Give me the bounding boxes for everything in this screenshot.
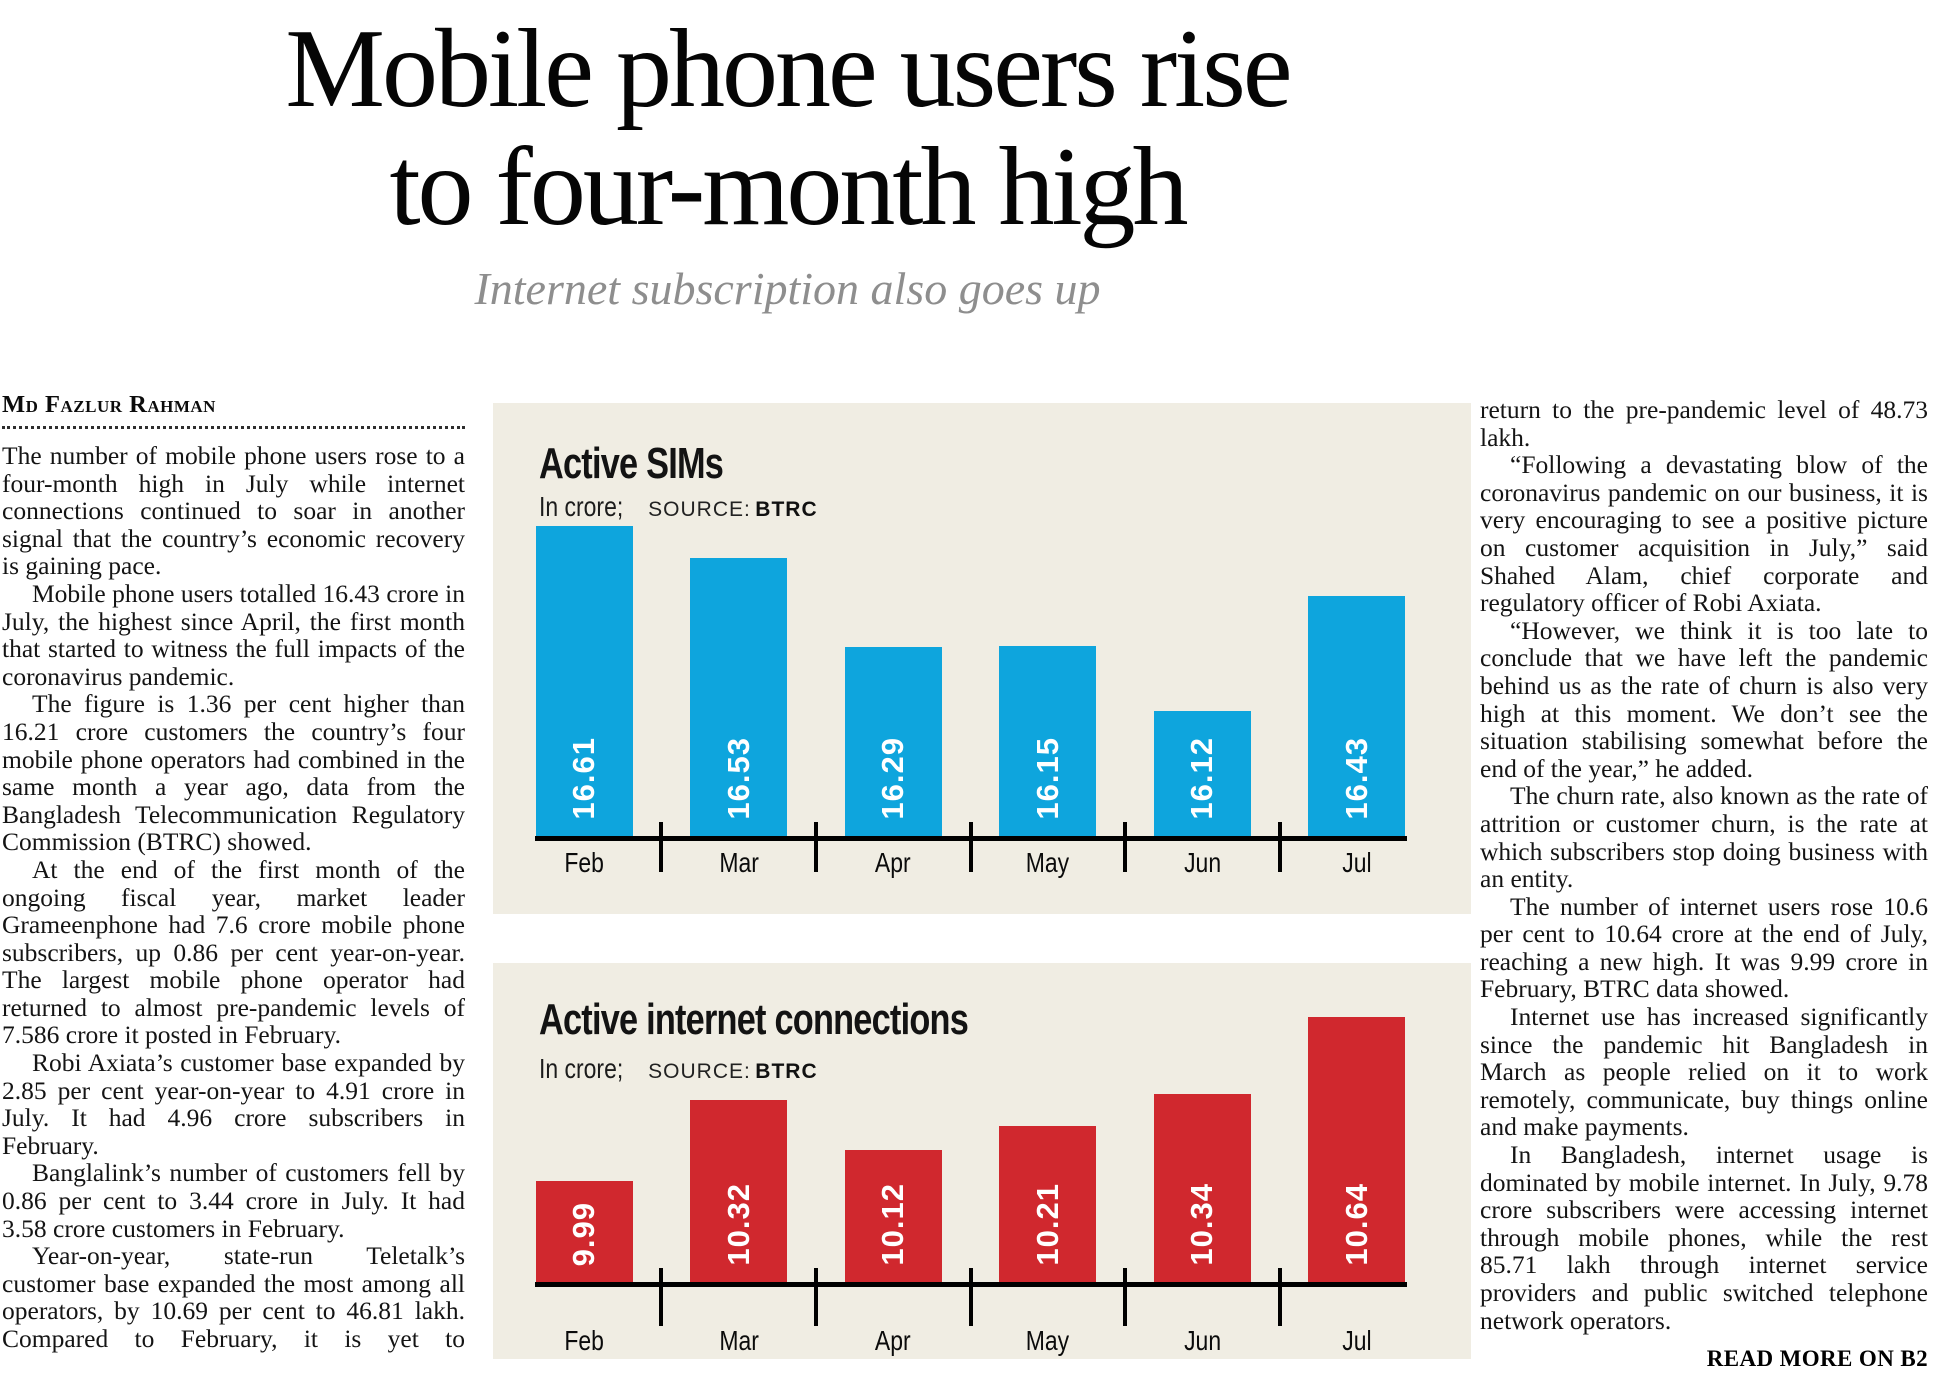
body-paragraph: Banglalink’s number of customers fell by… [2,1158,465,1243]
chart-source: BTRC [755,498,818,521]
body-paragraph: Robi Axiata’s customer base expanded by … [2,1048,465,1160]
subtitle: Internet subscription also goes up [474,263,1101,314]
x-axis-label: Jun [1183,1325,1221,1356]
read-more-link: READ MORE ON B2 [1706,1346,1928,1372]
bar-value-label: 16.12 [1184,737,1220,820]
x-axis-label: Apr [875,847,912,878]
bar-cell: 10.34 [1125,1017,1280,1282]
x-axis-label: Apr [875,1325,912,1356]
body-paragraph: Internet use has increased significantly… [1480,1002,1928,1142]
chart-subtitle: In crore; SOURCE: BTRC [539,491,818,523]
headline-line-2: to four-month high [389,125,1188,249]
bar-cell: 16.15 [971,526,1126,836]
byline-divider [2,426,465,429]
plot-area: 16.61 16.53 16.29 16.15 16.12 16.43 [507,526,1434,836]
chart-unit-label: In crore; [539,1053,624,1084]
body-paragraph: The number of internet users rose 10.6 p… [1480,891,1928,1004]
bar-apr: 10.12 [844,1149,942,1282]
x-axis-label: Jul [1342,1325,1372,1356]
bar-cell: 10.32 [662,1017,817,1282]
chart-title: Active internet connections [539,995,969,1044]
bar-value-label: 16.43 [1338,737,1374,820]
x-axis-line [535,836,1407,841]
left-column-text: The number of mobile phone users rose to… [2,442,465,1353]
bar-value-label: 16.61 [566,737,602,820]
headline: Mobile phone users rise to four-month hi… [0,10,1575,246]
chart-title: Active SIMs [539,439,724,488]
bar-cell: 16.12 [1125,526,1280,836]
body-paragraph: “Following a devastating blow of the cor… [1480,450,1928,618]
body-paragraph: Year-on-year, state-run Teletalk’s custo… [2,1241,465,1353]
x-axis-label: May [1026,1325,1070,1356]
x-axis-label: Feb [564,847,605,878]
bar-apr: 16.29 [844,646,942,836]
chart-unit-label: In crore; [539,491,624,522]
masthead: Mobile phone users rise to four-month hi… [0,0,1575,315]
bar-value-label: 9.99 [566,1201,602,1266]
bar-cell: 16.43 [1280,526,1435,836]
x-axis-label: May [1026,847,1070,878]
chart-source: BTRC [755,1060,818,1083]
x-axis-label: Mar [718,847,759,878]
chart-subtitle: In crore; SOURCE: BTRC [539,1053,818,1085]
bar-jul: 16.43 [1308,596,1406,836]
x-axis-label: Mar [718,1325,759,1356]
bar-jul: 10.64 [1308,1017,1406,1282]
bar-value-label: 10.64 [1338,1183,1374,1266]
bar-value-label: 10.12 [875,1183,911,1266]
x-axis-labels: Feb Mar Apr May Jun Jul [507,847,1434,879]
bar-feb: 16.61 [535,526,633,836]
bar-value-label: 16.15 [1029,737,1065,820]
right-column: return to the pre-pandemic level of 48.7… [1480,396,1928,1373]
bar-value-label: 16.29 [875,737,911,820]
bar-value-label: 10.32 [720,1183,756,1266]
x-axis-label: Jun [1183,847,1221,878]
bar-cell: 10.21 [971,1017,1126,1282]
bar-jun: 10.34 [1153,1093,1251,1282]
chart-active-internet-connections: Active internet connections In crore; SO… [493,963,1471,1359]
bar-mar: 16.53 [690,557,788,836]
bar-cell: 16.53 [662,526,817,836]
chart-source-label: SOURCE: [648,498,751,521]
body-paragraph: The figure is 1.36 per cent higher than … [2,689,465,857]
x-axis-label: Feb [564,1325,605,1356]
bar-mar: 10.32 [690,1099,788,1282]
headline-line-1: Mobile phone users rise [285,7,1292,131]
body-paragraph: The number of mobile phone users rose to… [2,441,465,581]
bar-cell: 10.12 [816,1017,971,1282]
chart-source-label: SOURCE: [648,1060,751,1083]
body-paragraph: At the end of the first month of the ong… [2,854,465,1050]
bar-value-label: 16.53 [720,737,756,820]
byline: Md Fazlur Rahman [2,391,216,418]
x-axis-line [535,1282,1407,1287]
body-paragraph: In Bangladesh, internet usage is dominat… [1480,1140,1928,1335]
right-column-text: return to the pre-pandemic level of 48.7… [1480,396,1928,1334]
x-axis-labels: Feb Mar Apr May Jun Jul [507,1325,1434,1357]
body-paragraph: “However, we think it is too late to con… [1480,615,1928,783]
bar-feb: 9.99 [535,1181,633,1282]
bar-cell: 9.99 [507,1017,662,1282]
x-axis-label: Jul [1342,847,1372,878]
left-column: Md Fazlur Rahman The number of mobile ph… [2,391,465,1353]
bar-cell: 10.64 [1280,1017,1435,1282]
bar-value-label: 10.34 [1184,1183,1220,1266]
body-paragraph: Mobile phone users totalled 16.43 crore … [2,578,465,691]
bar-cell: 16.29 [816,526,971,836]
body-paragraph: return to the pre-pandemic level of 48.7… [1480,395,1928,452]
bar-value-label: 10.21 [1029,1183,1065,1266]
chart-active-sims: Active SIMs In crore; SOURCE: BTRC 16.61… [493,403,1471,914]
bar-jun: 16.12 [1153,711,1251,836]
plot-area: 9.99 10.32 10.12 10.21 10.34 10.64 [507,1017,1434,1282]
bar-may: 16.15 [999,645,1097,836]
body-paragraph: The churn rate, also known as the rate o… [1480,781,1928,894]
bar-may: 10.21 [999,1125,1097,1282]
bar-cell: 16.61 [507,526,662,836]
